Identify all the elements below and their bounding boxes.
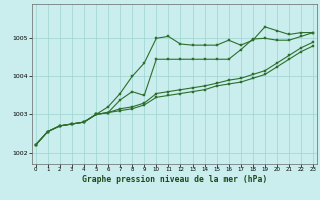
X-axis label: Graphe pression niveau de la mer (hPa): Graphe pression niveau de la mer (hPa) — [82, 175, 267, 184]
